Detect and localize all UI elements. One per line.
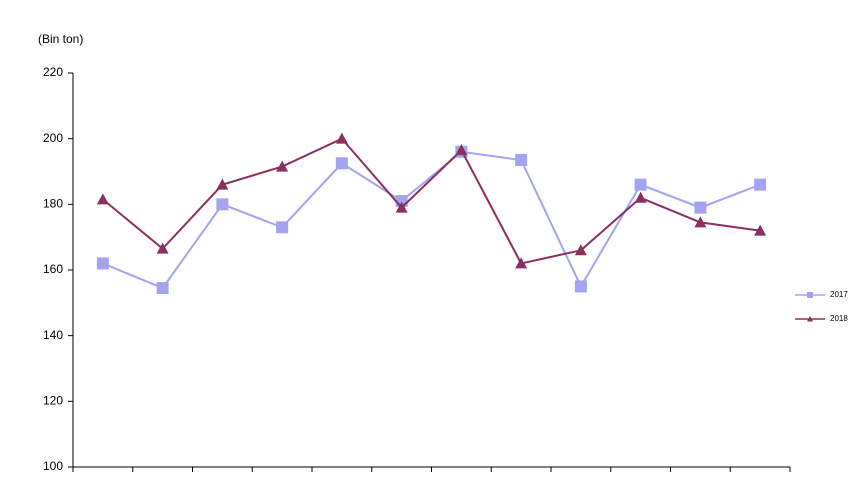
y-tick-label: 180 [43,197,63,211]
series-line [102,150,761,290]
data-point [96,257,109,270]
data-point [634,191,647,203]
y-tick-label: 200 [43,131,63,145]
data-point [574,244,587,256]
data-point [156,282,169,295]
data-point [216,198,229,211]
data-point [754,178,767,191]
y-axis-label: (Bin ton) [38,32,83,46]
legend-marker [807,292,813,298]
data-point [335,157,348,170]
y-tick-label: 140 [43,328,63,342]
data-point [694,201,707,214]
legend-label: 2018 [830,314,848,323]
data-point [574,280,587,293]
data-point [276,221,289,234]
data-point [276,160,289,172]
data-point [515,154,528,167]
data-point [694,216,707,228]
y-tick-label: 100 [43,459,63,473]
legend-marker [807,316,813,322]
y-tick-label: 220 [43,65,63,79]
data-point [96,193,109,205]
data-point [395,201,408,213]
y-tick-label: 120 [43,394,63,408]
data-point [156,242,169,254]
data-point [335,132,348,144]
data-point [515,257,528,269]
legend-label: 2017 [830,290,848,299]
series-line [102,137,761,265]
y-tick-label: 160 [43,262,63,276]
data-point [634,178,647,191]
data-point [455,144,468,156]
data-point [754,224,767,236]
data-point [216,178,229,190]
